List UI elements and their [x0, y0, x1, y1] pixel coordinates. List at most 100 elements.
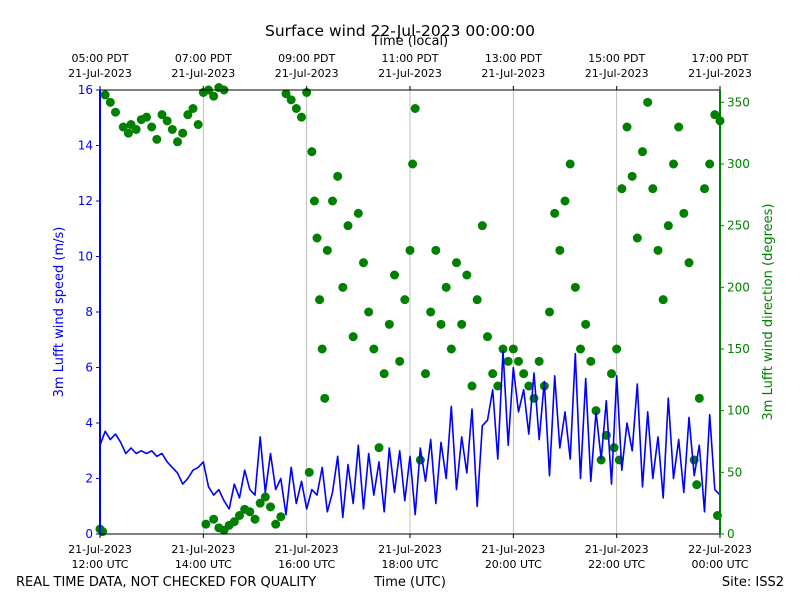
- wind-direction-point: [100, 90, 110, 100]
- wind-direction-point: [658, 295, 668, 305]
- left-tick-label: 14: [78, 139, 93, 153]
- wind-direction-point: [514, 356, 523, 366]
- wind-direction-point: [307, 147, 317, 157]
- wind-direction-point: [178, 128, 188, 138]
- top-tick-label: 21-Jul-2023: [171, 67, 235, 80]
- x-tick-label: 16:00 UTC: [278, 558, 335, 571]
- wind-direction-point: [309, 196, 319, 206]
- wind-direction-point: [591, 406, 601, 416]
- wind-direction-point: [328, 196, 337, 206]
- wind-direction-point: [343, 221, 353, 231]
- top-tick-label: 21-Jul-2023: [378, 67, 442, 80]
- wind-direction-point: [408, 159, 418, 169]
- x-tick-label: 21-Jul-2023: [481, 543, 545, 556]
- wind-direction-point: [384, 319, 394, 329]
- wind-direction-point: [291, 104, 301, 113]
- top-tick-label: 21-Jul-2023: [585, 67, 649, 80]
- wind-speed-line: [99, 350, 721, 519]
- wind-direction-point: [692, 480, 702, 490]
- x-tick-label: 20:00 UTC: [485, 558, 542, 571]
- x-tick-label: 21-Jul-2023: [171, 543, 235, 556]
- right-tick-label: 150: [727, 342, 750, 356]
- wind-direction-point: [297, 112, 306, 122]
- wind-direction-point: [369, 344, 379, 354]
- right-tick-label: 0: [727, 527, 735, 541]
- top-axis-label: Time (local): [371, 34, 449, 49]
- wind-direction-point: [472, 295, 482, 305]
- wind-direction-point: [147, 122, 157, 132]
- x-tick-label: 12:00 UTC: [71, 558, 128, 571]
- wind-direction-point: [565, 159, 575, 169]
- wind-direction-point: [410, 104, 420, 113]
- wind-direction-point: [669, 159, 678, 169]
- x-tick-label: 14:00 UTC: [175, 558, 232, 571]
- wind-direction-point: [421, 369, 430, 379]
- top-tick-label: 21-Jul-2023: [68, 67, 132, 80]
- site-label: Site: ISS2: [721, 575, 784, 590]
- wind-direction-point: [498, 344, 508, 354]
- top-tick-label: 07:00 PDT: [175, 52, 232, 65]
- wind-direction-point: [167, 124, 177, 134]
- wind-direction-point: [648, 184, 658, 194]
- wind-direction-point: [276, 512, 286, 522]
- wind-direction-point: [173, 137, 182, 147]
- left-tick-label: 16: [78, 83, 93, 97]
- top-tick-label: 11:00 PDT: [381, 52, 438, 65]
- wind-direction-point: [157, 110, 167, 120]
- right-tick-label: 350: [727, 95, 750, 109]
- left-tick-label: 8: [85, 305, 93, 319]
- top-tick-label: 21-Jul-2023: [275, 67, 339, 80]
- top-tick-label: 17:00 PDT: [691, 52, 748, 65]
- right-tick-label: 100: [727, 404, 750, 418]
- wind-direction-point: [534, 356, 544, 366]
- wind-direction-point: [209, 514, 219, 524]
- wind-direction-point: [260, 492, 270, 502]
- wind-direction-point: [493, 381, 503, 391]
- wind-direction-point: [320, 393, 330, 403]
- right-axis-label: 3m Lufft wind direction (degrees): [761, 204, 776, 421]
- x-tick-label: 21-Jul-2023: [585, 543, 649, 556]
- chart-grid: [202, 90, 618, 534]
- wind-direction-point: [462, 270, 472, 280]
- wind-direction-point: [312, 233, 322, 243]
- wind-direction-point: [131, 124, 141, 134]
- wind-direction-point: [142, 112, 151, 122]
- quality-disclaimer: REAL TIME DATA, NOT CHECKED FOR QUALITY: [16, 575, 317, 590]
- left-tick-label: 12: [78, 194, 93, 208]
- wind-direction-point: [405, 245, 415, 255]
- wind-direction-point: [364, 307, 374, 317]
- wind-direction-point: [560, 196, 570, 206]
- x-tick-label: 21-Jul-2023: [275, 543, 339, 556]
- right-tick-label: 50: [727, 465, 742, 479]
- left-tick-label: 10: [78, 250, 93, 264]
- x-tick-label: 21-Jul-2023: [68, 543, 132, 556]
- wind-direction-point: [524, 381, 534, 391]
- wind-direction-point: [379, 369, 389, 379]
- x-tick-label: 18:00 UTC: [381, 558, 438, 571]
- wind-direction-point: [193, 120, 203, 130]
- wind-direction-point: [488, 369, 498, 379]
- wind-direction-point: [123, 128, 133, 138]
- wind-direction-point: [105, 97, 115, 107]
- wind-direction-point: [570, 282, 580, 292]
- wind-direction-point: [390, 270, 399, 280]
- right-tick-label: 250: [727, 219, 750, 233]
- wind-direction-point: [627, 171, 637, 181]
- wind-direction-point: [374, 443, 384, 453]
- wind-direction-point: [441, 282, 451, 292]
- wind-direction-point: [700, 184, 709, 194]
- wind-direction-point: [477, 221, 487, 231]
- wind-direction-point: [452, 258, 461, 268]
- top-tick-label: 21-Jul-2023: [688, 67, 752, 80]
- wind-direction-series: [95, 83, 725, 537]
- x-tick-label: 22-Jul-2023: [688, 543, 752, 556]
- wind-direction-point: [359, 258, 368, 268]
- wind-direction-point: [436, 319, 446, 329]
- wind-direction-point: [111, 107, 120, 117]
- wind-direction-point: [255, 498, 265, 508]
- wind-speed-series: [99, 350, 721, 519]
- wind-direction-point: [550, 208, 560, 218]
- wind-direction-point: [674, 122, 684, 132]
- wind-direction-point: [152, 134, 162, 144]
- wind-direction-point: [679, 208, 689, 218]
